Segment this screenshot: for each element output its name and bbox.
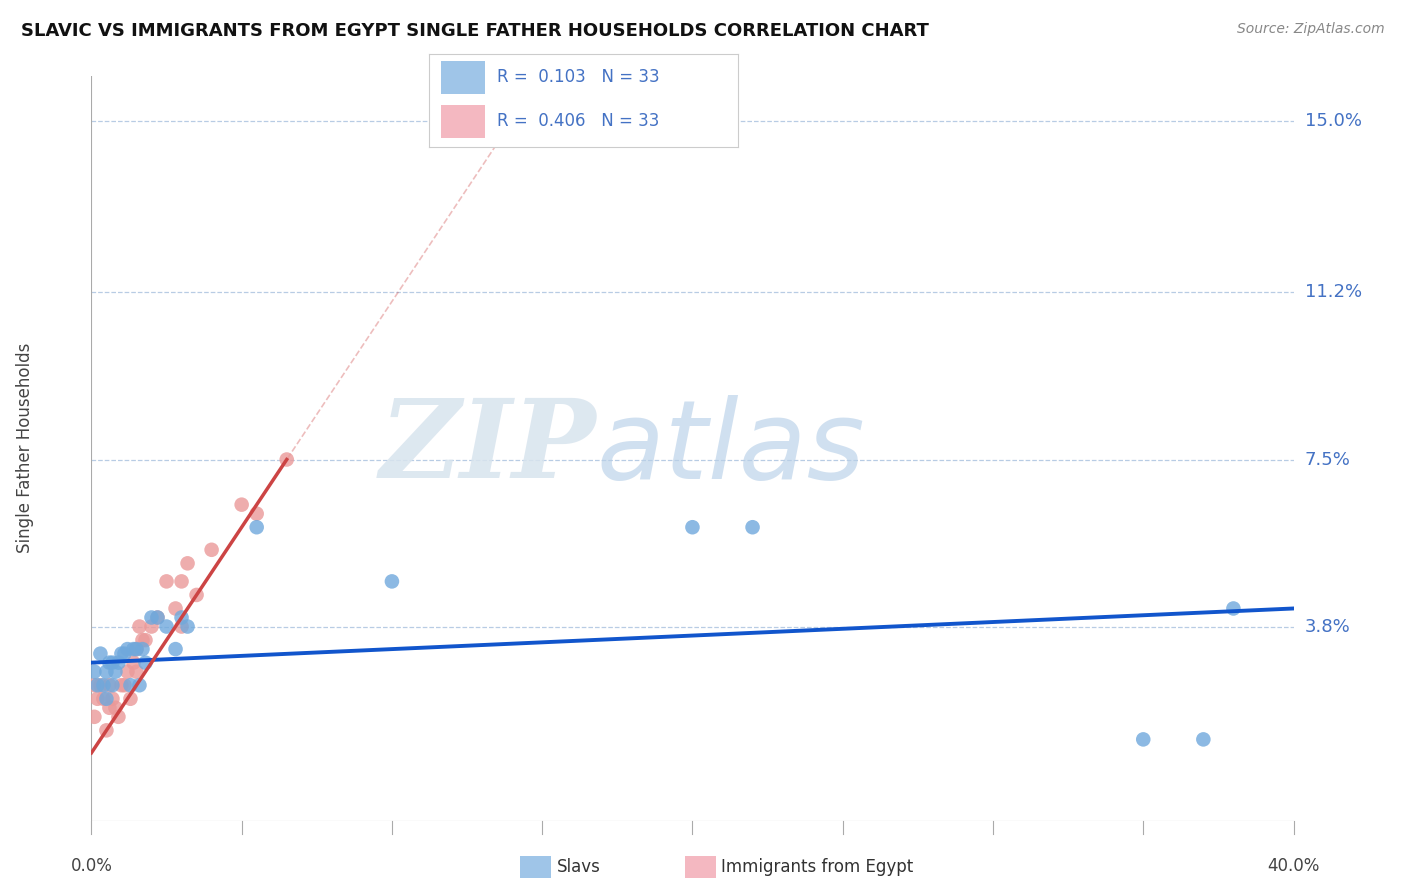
Point [114,647,136,661]
Point [170,574,193,589]
Point [231,498,253,512]
Point [176,619,198,633]
Point [131,633,153,648]
Point [114,678,136,692]
Point [101,678,124,692]
Point [110,678,132,692]
Text: 0.0%: 0.0% [70,856,112,875]
Point [101,656,124,670]
Point [117,665,139,679]
Point [104,700,127,714]
Point [141,610,163,624]
Point [86,691,108,706]
Point [165,601,187,615]
Text: Source: ZipAtlas.com: Source: ZipAtlas.com [1237,22,1385,37]
Point [170,619,193,633]
Point [107,710,129,724]
Point [125,642,148,657]
Text: Immigrants from Egypt: Immigrants from Egypt [721,858,914,876]
Text: 11.2%: 11.2% [1305,284,1362,301]
Point [155,619,177,633]
Point [96,665,118,679]
Point [98,656,121,670]
Point [98,700,121,714]
Point [122,656,145,670]
Text: 15.0%: 15.0% [1305,112,1361,130]
Point [125,665,148,679]
Text: ZIP: ZIP [380,394,596,502]
Point [201,542,224,557]
Point [246,507,269,521]
Text: atlas: atlas [596,395,865,501]
Point [128,678,150,692]
Point [122,642,145,657]
Point [89,678,111,692]
Point [170,610,193,624]
Point [165,642,187,657]
Point [134,656,156,670]
Point [101,691,124,706]
Text: Slavs: Slavs [557,858,600,876]
Text: 40.0%: 40.0% [1267,856,1320,875]
Text: R =  0.406   N = 33: R = 0.406 N = 33 [496,112,659,130]
Point [86,678,108,692]
Bar [441,105,485,138]
Point [125,642,148,657]
Text: SLAVIC VS IMMIGRANTS FROM EGYPT SINGLE FATHER HOUSEHOLDS CORRELATION CHART: SLAVIC VS IMMIGRANTS FROM EGYPT SINGLE F… [21,22,929,40]
Point [120,678,142,692]
Point [117,642,139,657]
Point [186,588,208,602]
Point [83,665,105,679]
Point [1192,732,1215,747]
Point [741,520,763,534]
Point [120,691,142,706]
Text: Single Father Households: Single Father Households [17,343,34,553]
Point [246,520,269,534]
Point [93,691,115,706]
Point [146,610,169,624]
Point [155,574,177,589]
Bar [441,61,485,94]
Point [96,691,118,706]
Point [89,647,111,661]
Point [176,557,198,571]
Point [381,574,404,589]
Point [134,633,156,648]
Point [107,656,129,670]
Point [104,665,127,679]
Text: 7.5%: 7.5% [1305,450,1351,468]
Point [276,452,298,467]
Point [1222,601,1244,615]
Point [146,610,169,624]
Point [83,710,105,724]
Text: R =  0.103   N = 33: R = 0.103 N = 33 [496,69,659,87]
Text: 3.8%: 3.8% [1305,617,1350,635]
Point [681,520,703,534]
Point [131,642,153,657]
Point [93,678,115,692]
Point [98,678,121,692]
Point [1132,732,1154,747]
Point [110,647,132,661]
Point [83,678,105,692]
Point [141,619,163,633]
Point [96,723,118,738]
Point [128,619,150,633]
